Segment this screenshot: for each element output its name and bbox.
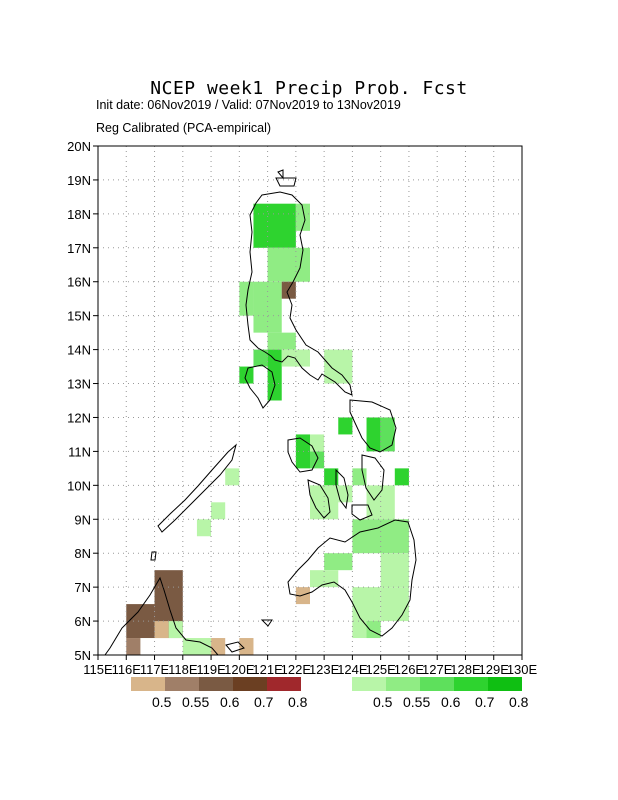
lon-label: 125E [365, 662, 396, 677]
probability-cell [253, 281, 282, 333]
lat-label: 17N [67, 241, 91, 256]
probability-cell [338, 485, 353, 503]
lon-label: 115E [83, 662, 113, 677]
probability-cell [380, 553, 409, 588]
probability-cell [126, 604, 155, 639]
lat-label: 5N [74, 648, 91, 663]
legend-label: 0.7 [254, 694, 274, 710]
legend-swatch [199, 677, 233, 691]
legend-label: 0.5 [373, 694, 393, 710]
wet-probability-legend [352, 677, 522, 691]
probability-cell [211, 638, 226, 655]
lat-label: 12N [67, 410, 91, 425]
lat-label: 19N [67, 173, 91, 188]
legend-label: 0.55 [182, 694, 210, 710]
probability-cell [281, 281, 296, 299]
probability-cell [253, 349, 268, 367]
lon-label: 117E [140, 662, 170, 677]
latitude-labels: 5N 6N 7N 8N 9N 10N 11N 12N 13N 14N 15N 16N 17N 18N 19N… [67, 139, 98, 663]
lat-label: 14N [67, 343, 91, 358]
probability-cell [168, 621, 183, 639]
lat-label: 9N [74, 512, 91, 527]
lat-label: 6N [74, 614, 91, 629]
lon-label: 122E [281, 662, 312, 677]
lon-label: 128E [450, 662, 481, 677]
probability-cell [366, 417, 381, 452]
lat-label: 16N [67, 275, 91, 290]
probability-cell [295, 434, 310, 469]
lon-label: 116E [112, 662, 142, 677]
lon-label: 118E [168, 662, 198, 677]
legend-label: 0.7 [475, 694, 495, 710]
probability-cell [380, 587, 409, 622]
lon-label: 121E [252, 662, 283, 677]
probability-cell [366, 621, 381, 639]
legend-swatch [352, 677, 386, 691]
lon-label: 126E [394, 662, 425, 677]
probability-cells [126, 203, 409, 655]
lat-label: 18N [67, 207, 91, 222]
lon-label: 129E [479, 662, 510, 677]
probability-cell [295, 203, 310, 231]
probability-cell [239, 638, 254, 655]
lat-label: 20N [67, 139, 91, 154]
subtitle-dates: Init date: 06Nov2019 / Valid: 07Nov2019 … [96, 98, 401, 112]
dry-probability-legend [131, 677, 301, 691]
legend-label: 0.5 [152, 694, 172, 710]
lon-label: 123E [309, 662, 340, 677]
probability-cell [281, 349, 310, 367]
longitude-labels: 115E116E117E118E119E120E121E122E123E124E… [83, 655, 538, 677]
probability-cell [310, 485, 339, 520]
probability-cell [267, 349, 282, 401]
legend-label: 0.8 [509, 694, 529, 710]
probability-cell [310, 434, 325, 452]
probability-cell [324, 468, 339, 486]
legend-swatch [454, 677, 488, 691]
probability-cell [366, 485, 395, 520]
probability-cell [211, 502, 226, 520]
lon-label: 127E [422, 662, 453, 677]
lon-label: 120E [224, 662, 255, 677]
coastlines [104, 169, 417, 656]
legend-label: 0.6 [441, 694, 461, 710]
lon-label: 124E [337, 662, 368, 677]
probability-cell [267, 247, 310, 282]
probability-cell [196, 519, 212, 537]
lat-label: 13N [67, 377, 91, 392]
lat-label: 15N [67, 309, 91, 324]
probability-cell [154, 621, 169, 639]
lat-label: 7N [74, 580, 91, 595]
legend-label: 0.6 [220, 694, 240, 710]
lat-label: 11N [68, 444, 91, 459]
subtitle-method: Reg Calibrated (PCA-empirical) [96, 121, 272, 135]
legend-label: 0.55 [403, 694, 431, 710]
probability-cell [126, 638, 141, 655]
map-title: NCEP week1 Precip Prob. Fcst [150, 78, 468, 99]
probability-cell [295, 587, 310, 605]
legend-swatch [165, 677, 199, 691]
lat-label: 8N [74, 546, 91, 561]
map-frame [97, 145, 523, 656]
lat-label: 10N [67, 478, 91, 493]
probability-cell [253, 203, 296, 248]
probability-cell [380, 417, 395, 452]
probability-cell [267, 332, 296, 350]
lon-label: 119E [196, 662, 226, 677]
probability-cell [338, 417, 353, 435]
probability-cell [394, 468, 409, 486]
probability-cell [324, 553, 353, 571]
probability-cell [182, 638, 212, 655]
legend-swatch [131, 677, 165, 691]
probability-cell [225, 468, 240, 486]
map-gridlines [98, 146, 522, 655]
lon-label: 130E [507, 662, 538, 677]
legend-swatch [420, 677, 454, 691]
legend-label: 0.8 [288, 694, 308, 710]
legend-swatch [386, 677, 420, 691]
legend-swatch [488, 677, 522, 691]
legend-swatch [267, 677, 301, 691]
legend-swatch [233, 677, 267, 691]
